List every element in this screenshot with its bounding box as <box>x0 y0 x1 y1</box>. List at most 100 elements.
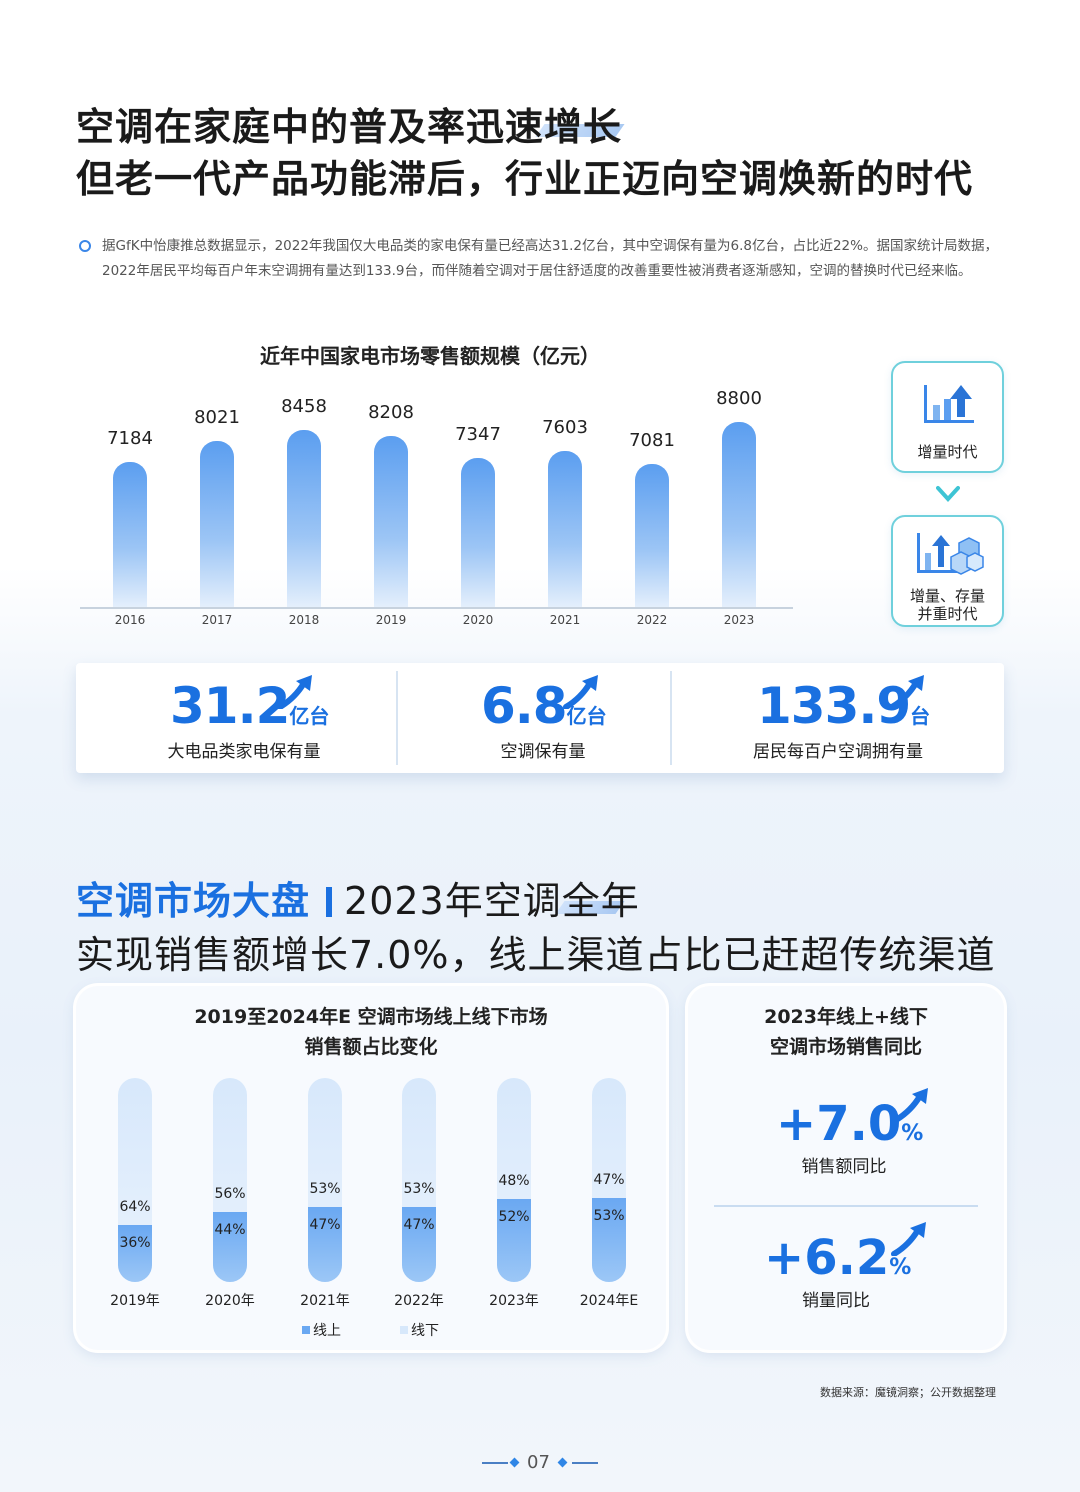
chart1-bar <box>287 430 321 607</box>
stat-holding-number: 31.2 <box>170 677 290 735</box>
data-source-note: 数据来源：魔镜洞察；公开数据整理 <box>820 1386 996 1399</box>
stat-ac-holding-number: 6.8 <box>481 677 568 735</box>
chart2-stacked-bar <box>118 1078 152 1282</box>
chart2-online-segment <box>213 1212 247 1282</box>
stats-divider <box>396 671 398 765</box>
chart2-stacked-bar <box>402 1078 436 1282</box>
legend-online-swatch <box>302 1326 310 1334</box>
stat-ac-holding-unit: 亿台 <box>566 704 607 728</box>
trend-up-arrow-icon <box>893 1088 928 1122</box>
stat-per-hundred-value: 133.9台 <box>757 677 930 735</box>
page-line-left <box>482 1462 508 1464</box>
diamond-icon <box>557 1457 568 1468</box>
stat-per-hundred-label: 居民每百户空调拥有量 <box>753 742 923 762</box>
page-number-group: 07 <box>482 1452 602 1474</box>
stats-band: 31.2亿台 大电品类家电保有量 6.8亿台 空调保有量 133.9台 居民每百… <box>76 663 1004 773</box>
chart1-value-label: 8458 <box>281 396 327 418</box>
heading1-line1: 空调在家庭中的普及率迅速增长 <box>76 105 623 149</box>
chart2-online-pct: 47% <box>309 1217 341 1233</box>
yoy-title-line2: 空调市场销售同比 <box>769 1036 922 1058</box>
chart1-value-label: 7603 <box>542 417 588 439</box>
chart2-offline-pct: 48% <box>498 1173 530 1189</box>
chart1-bar <box>635 464 669 607</box>
chart1-value-label: 8021 <box>194 407 240 429</box>
chart1-title: 近年中国家电市场零售额规模（亿元） <box>260 344 600 368</box>
yoy-revenue-label: 销售额同比 <box>801 1157 887 1177</box>
chart2-title-line2: 销售额占比变化 <box>304 1036 438 1058</box>
incremental-era-card: 增量时代 <box>891 361 1004 473</box>
chart1-value-label: 7184 <box>107 427 153 449</box>
chart2-offline-pct: 56% <box>214 1186 246 1202</box>
heading1-line2: 但老一代产品功能滞后，行业正迈向空调焕新的时代 <box>76 157 974 201</box>
chart2-online-segment <box>308 1207 342 1282</box>
page-line-right <box>572 1462 598 1464</box>
chart2-online-segment <box>592 1198 626 1282</box>
trend-up-arrow-icon <box>889 675 924 709</box>
chart1-category-label: 2018 <box>288 613 320 627</box>
yoy-revenue-pct: % <box>901 1121 924 1146</box>
chart2-stacked-bar <box>308 1078 342 1282</box>
yoy-divider <box>714 1205 978 1207</box>
chart2-online-segment <box>402 1207 436 1282</box>
trend-up-arrow-icon <box>563 675 598 709</box>
chart1-value-label: 8800 <box>716 387 762 409</box>
chart2-category-label: 2023年 <box>489 1293 539 1309</box>
chart2-online-segment <box>497 1199 531 1282</box>
stat-holding-value: 31.2亿台 <box>170 677 329 735</box>
chart1-bar <box>548 451 582 607</box>
chart1-bar <box>200 441 234 607</box>
chart2-stacked-bar <box>592 1078 626 1282</box>
heading2-dark-part: 2023年空调全年 <box>344 879 640 923</box>
chart2-online-segment <box>118 1225 152 1282</box>
yoy-title-line1: 2023年线上+线下 <box>764 1006 928 1028</box>
dual-era-label-line1: 增量、存量 <box>909 587 985 605</box>
stat-per-hundred-unit: 台 <box>910 704 931 728</box>
chart2-offline-pct: 64% <box>119 1199 151 1215</box>
chart1-value-label: 8208 <box>368 402 414 424</box>
chart1-category-label: 2019 <box>375 613 407 627</box>
page-number: 07 <box>527 1452 550 1473</box>
chart2-online-pct: 53% <box>593 1208 625 1224</box>
legend-offline-swatch <box>400 1326 408 1334</box>
chart2-online-pct: 52% <box>498 1209 530 1225</box>
chart2-online-pct: 44% <box>214 1222 246 1238</box>
chart1-bar <box>374 436 408 607</box>
heading2-line1: 空调市场大盘 2023年空调全年 <box>76 870 640 925</box>
chart2-category-label: 2021年 <box>300 1293 350 1309</box>
yoy-volume-pct: % <box>889 1255 912 1280</box>
chart1-category-label: 2020 <box>462 613 494 627</box>
dual-era-label-line2: 并重时代 <box>917 605 978 623</box>
chart2-category-label: 2024年E <box>579 1293 639 1309</box>
yoy-volume-number: +6.2 <box>764 1230 890 1286</box>
chart2-category-label: 2019年 <box>110 1293 160 1309</box>
chart1-category-label: 2017 <box>201 613 233 627</box>
incremental-era-label: 增量时代 <box>917 443 978 461</box>
dual-era-card: 增量、存量 并重时代 <box>891 515 1004 627</box>
bullet-circle-icon <box>79 240 91 252</box>
trend-up-arrow-icon <box>891 1222 926 1256</box>
yoy-volume-label: 销量同比 <box>802 1291 870 1311</box>
stat-per-hundred-number: 133.9 <box>757 677 911 735</box>
chart2-category-label: 2020年 <box>205 1293 255 1309</box>
chart1-bar <box>461 457 495 607</box>
chart2-online-pct: 47% <box>403 1217 435 1233</box>
cubes-chart-icon <box>917 533 984 575</box>
heading2-separator <box>326 887 333 917</box>
heading2-line2: 实现销售额增长7.0%，线上渠道占比已赶超传统渠道 <box>76 933 996 977</box>
chevron-down-icon <box>936 486 960 502</box>
stats-divider <box>670 671 672 765</box>
chart1-category-label: 2021 <box>549 613 581 627</box>
yoy-revenue-value: +7.0% <box>776 1096 923 1152</box>
stat-holding-unit: 亿台 <box>289 704 330 728</box>
yoy-revenue-number: +7.0 <box>776 1096 902 1152</box>
yoy-volume-value: +6.2% <box>764 1230 911 1286</box>
yoy-sales-panel: 2023年线上+线下 空调市场销售同比 +7.0% 销售额同比 +6.2% 销量… <box>688 986 1004 1350</box>
stat-holding-label: 大电品类家电保有量 <box>167 742 321 762</box>
chart1-value-label: 7347 <box>455 423 501 445</box>
chart2-offline-pct: 47% <box>593 1172 625 1188</box>
chart2-category-label: 2022年 <box>394 1293 444 1309</box>
retail-scale-bar-chart: 近年中国家电市场零售额规模（亿元） 7184 2016 8021 2017 8458 20… <box>0 0 1080 640</box>
diamond-icon <box>509 1457 520 1468</box>
chart2-offline-pct: 53% <box>403 1181 435 1197</box>
stat-ac-holding-value: 6.8亿台 <box>481 677 607 735</box>
